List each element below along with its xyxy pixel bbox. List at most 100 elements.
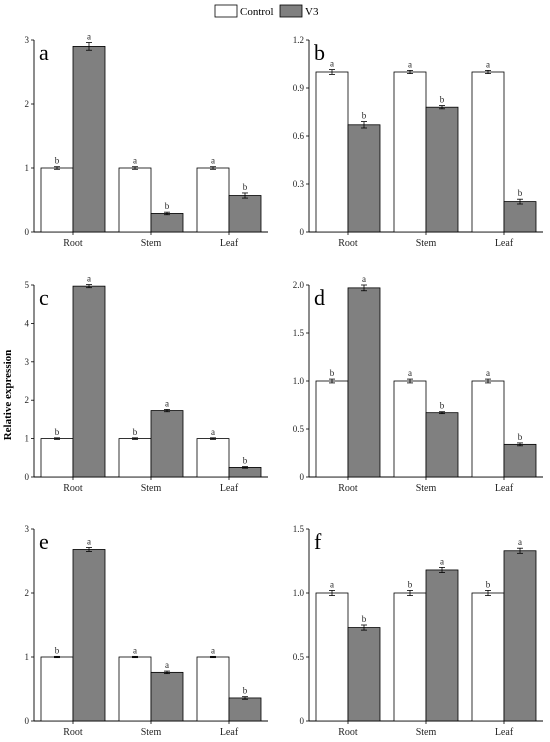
significance-letter: a	[165, 398, 169, 408]
y-tick-label: 0.6	[293, 131, 305, 141]
y-tick-label: 0	[300, 716, 305, 726]
significance-letter: b	[518, 188, 523, 198]
y-tick-label: 5	[25, 280, 30, 290]
significance-letter: a	[408, 59, 412, 69]
legend-swatch-v3	[279, 4, 303, 18]
bar-control-leaf	[471, 592, 505, 722]
significance-letter: b	[440, 95, 445, 105]
significance-letter: b	[55, 156, 60, 166]
significance-letter: a	[330, 59, 334, 69]
panel-c: 0 1 2 3 4 5 Root b a Stem b a Leaf a b c	[25, 274, 268, 494]
bar-v3-root	[72, 46, 106, 233]
bar-control-stem	[393, 71, 427, 233]
bar-v3-root	[347, 627, 381, 722]
panel-letter: f	[314, 529, 322, 554]
bar-control-root	[40, 438, 74, 478]
significance-letter: b	[243, 686, 248, 696]
bar-control-stem	[118, 167, 152, 233]
significance-letter: a	[518, 537, 522, 547]
bar-v3-stem	[425, 569, 459, 722]
y-tick-label: 1	[25, 652, 30, 662]
significance-letter: b	[486, 579, 491, 589]
significance-letter: b	[362, 111, 367, 121]
x-tick-label: Leaf	[220, 238, 239, 249]
significance-letter: b	[55, 645, 60, 655]
significance-letter: a	[87, 274, 91, 284]
bar-v3-leaf	[503, 201, 537, 233]
bar-v3-root	[347, 124, 381, 233]
bar-v3-root	[72, 285, 106, 478]
panel-letter: b	[314, 40, 325, 65]
bar-v3-stem	[150, 410, 184, 478]
x-tick-label: Stem	[141, 483, 162, 494]
significance-letter: a	[211, 645, 215, 655]
y-tick-label: 0.5	[293, 424, 305, 434]
bar-control-stem	[393, 380, 427, 478]
significance-letter: a	[133, 645, 137, 655]
bar-v3-leaf	[228, 697, 262, 722]
y-tick-label: 0.9	[293, 83, 305, 93]
panel-f: 0 0.5 1.0 1.5 Root a b Stem b a Leaf b a f	[293, 524, 543, 738]
panel-e: 0 1 2 3 Root b a Stem a a Leaf a b e	[25, 524, 268, 738]
x-tick-label: Root	[63, 483, 83, 494]
legend-label-v3: V3	[305, 6, 319, 18]
bar-v3-root	[72, 549, 106, 722]
significance-letter: a	[486, 368, 490, 378]
x-tick-label: Root	[338, 483, 358, 494]
y-tick-label: 1.2	[293, 35, 304, 45]
bar-control-stem	[118, 656, 152, 722]
x-tick-label: Stem	[141, 238, 162, 249]
bar-control-root	[40, 167, 74, 233]
x-tick-label: Stem	[416, 238, 437, 249]
legend-label-control: Control	[240, 6, 274, 18]
y-tick-label: 1.5	[293, 328, 305, 338]
bar-control-root	[40, 656, 74, 722]
y-tick-label: 4	[25, 318, 30, 328]
bar-v3-stem	[425, 412, 459, 478]
bar-control-root	[315, 592, 349, 722]
y-tick-label: 0	[300, 227, 305, 237]
significance-letter: a	[211, 427, 215, 437]
y-tick-label: 2.0	[293, 280, 305, 290]
y-tick-label: 2	[25, 395, 30, 405]
significance-letter: b	[408, 579, 413, 589]
y-tick-label: 1.0	[293, 588, 305, 598]
significance-letter: a	[87, 32, 91, 42]
bar-control-leaf	[471, 380, 505, 478]
y-tick-label: 2	[25, 99, 30, 109]
significance-letter: b	[133, 427, 138, 437]
significance-letter: a	[486, 59, 490, 69]
bar-v3-leaf	[503, 550, 537, 722]
panel-d: 0 0.5 1.0 1.5 2.0 Root b a Stem a b Leaf a b d	[293, 274, 543, 494]
y-tick-label: 0.3	[293, 179, 305, 189]
x-tick-label: Stem	[416, 727, 437, 738]
y-tick-label: 0	[25, 716, 30, 726]
y-tick-label: 1	[25, 163, 30, 173]
significance-letter: b	[440, 401, 445, 411]
x-tick-label: Stem	[141, 727, 162, 738]
y-axis-label: Relative expression	[2, 350, 14, 441]
y-tick-label: 0.5	[293, 652, 305, 662]
significance-letter: b	[330, 368, 335, 378]
x-tick-label: Root	[338, 727, 358, 738]
bar-control-leaf	[196, 438, 230, 478]
bar-control-stem	[118, 438, 152, 478]
legend-swatch-control	[214, 4, 238, 18]
significance-letter: a	[362, 274, 366, 284]
significance-letter: b	[243, 182, 248, 192]
significance-letter: a	[87, 537, 91, 547]
x-tick-label: Leaf	[220, 727, 239, 738]
bar-control-leaf	[471, 71, 505, 233]
y-tick-label: 1.5	[293, 524, 305, 534]
x-tick-label: Stem	[416, 483, 437, 494]
bar-control-stem	[393, 592, 427, 722]
significance-letter: b	[362, 614, 367, 624]
panel-letter: a	[39, 40, 49, 65]
significance-letter: a	[211, 156, 215, 166]
x-tick-label: Leaf	[495, 238, 514, 249]
y-tick-label: 0	[300, 472, 305, 482]
panel-letter: c	[39, 285, 49, 310]
bar-v3-root	[347, 287, 381, 478]
